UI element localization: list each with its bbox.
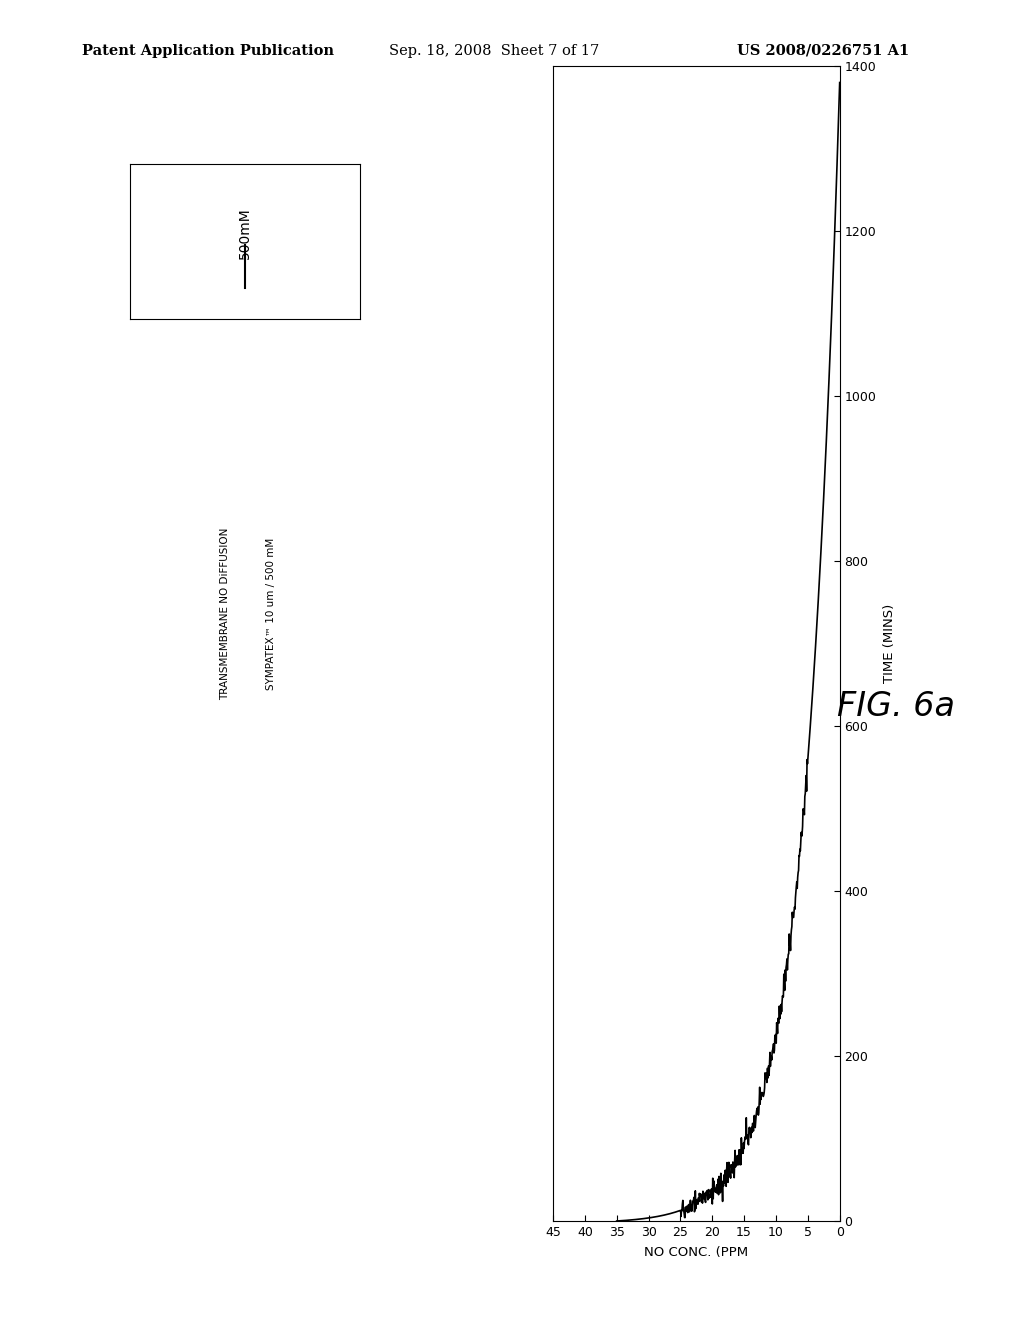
Text: 500mM: 500mM <box>239 207 252 259</box>
Text: FIG. 6a: FIG. 6a <box>837 689 955 722</box>
X-axis label: NO CONC. (PPM: NO CONC. (PPM <box>644 1246 749 1259</box>
Y-axis label: TIME (MINS): TIME (MINS) <box>884 603 896 684</box>
Text: Patent Application Publication: Patent Application Publication <box>82 44 334 58</box>
Text: TRANSMEMBRANE NO DiFFUSION: TRANSMEMBRANE NO DiFFUSION <box>220 528 230 700</box>
Text: US 2008/0226751 A1: US 2008/0226751 A1 <box>737 44 909 58</box>
Text: Sep. 18, 2008  Sheet 7 of 17: Sep. 18, 2008 Sheet 7 of 17 <box>389 44 599 58</box>
Text: SYMPATEX™ 10 um / 500 mM: SYMPATEX™ 10 um / 500 mM <box>266 537 276 690</box>
